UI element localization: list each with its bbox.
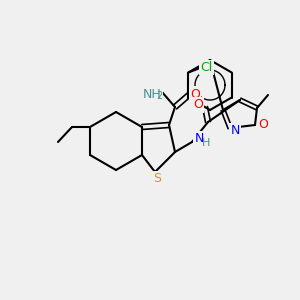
Text: NH: NH [142,88,161,100]
Text: H: H [202,138,210,148]
Text: 2: 2 [156,91,162,101]
Text: O: O [258,118,268,131]
Text: O: O [190,88,200,100]
Text: N: N [194,133,204,146]
Text: N: N [230,124,240,137]
Text: S: S [153,172,161,185]
Text: Cl: Cl [200,61,212,74]
Text: O: O [193,98,203,112]
